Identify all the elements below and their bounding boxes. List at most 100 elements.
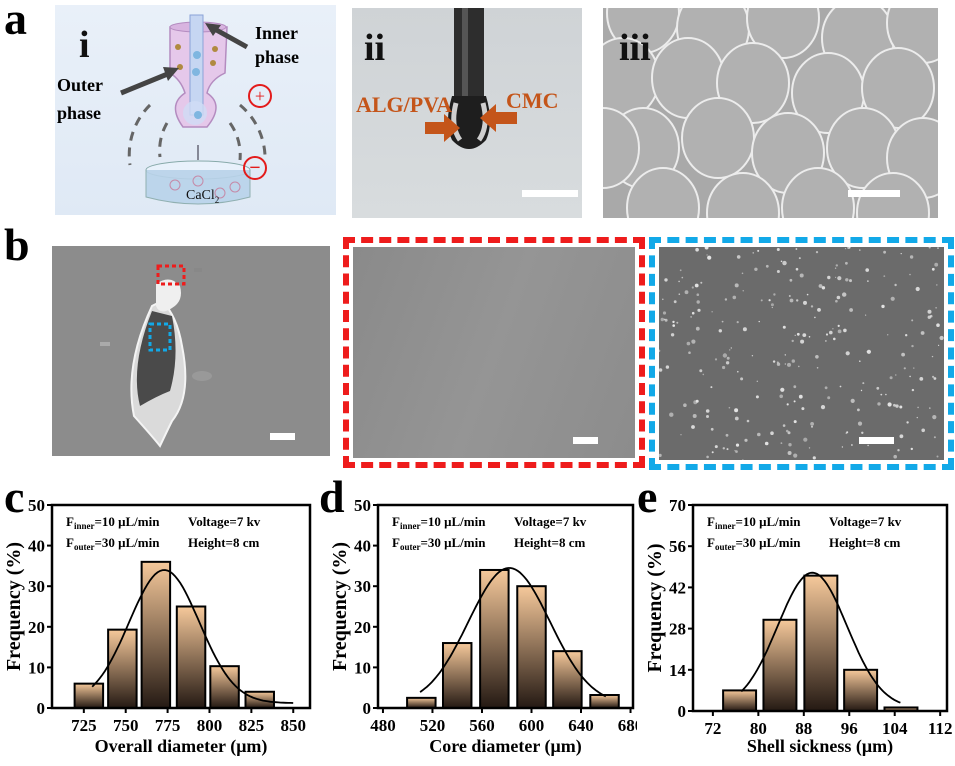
nanoparticle <box>702 373 705 376</box>
schematic-drawing: + − CaCl2 <box>120 14 272 205</box>
y-tick-label: 70 <box>669 496 686 515</box>
nanoparticle <box>909 375 911 378</box>
y-tick-label: 0 <box>678 702 687 721</box>
y-tick-label: 0 <box>37 699 46 718</box>
nanoparticle <box>814 316 816 319</box>
nanoparticle <box>794 334 796 336</box>
histogram-bar <box>73 682 105 709</box>
nanoparticle <box>700 281 703 284</box>
nanoparticle <box>883 250 886 254</box>
histogram-bar <box>406 696 437 710</box>
field-line-right-inner <box>228 122 242 161</box>
nanoparticle <box>780 260 783 263</box>
nanoparticle <box>768 299 771 302</box>
nanoparticle <box>795 248 798 250</box>
sem-capsule-drawing <box>100 264 212 448</box>
x-tick-label: 825 <box>239 716 265 735</box>
x-tick-label: 88 <box>795 719 812 738</box>
nanoparticle <box>859 360 861 362</box>
nanoparticle <box>787 362 791 367</box>
alg-pva-arrow <box>425 114 460 142</box>
nanoparticle <box>680 434 682 436</box>
nanoparticle <box>798 365 800 368</box>
y-tick-label: 30 <box>28 577 45 596</box>
histogram-bar <box>107 628 138 709</box>
histogram-bar <box>762 618 798 712</box>
nanoparticle <box>845 261 848 265</box>
nanoparticle <box>665 365 670 369</box>
nanoparticle <box>820 405 826 410</box>
nanoparticle <box>793 385 797 389</box>
histogram-bar <box>479 568 510 709</box>
y-tick-label: 40 <box>354 537 371 556</box>
nanoparticle <box>681 276 684 279</box>
nanoparticle <box>939 335 944 341</box>
nanoparticle <box>933 436 936 439</box>
nanoparticle <box>706 254 708 256</box>
nanoparticle <box>905 334 908 337</box>
height-annotation: Height=8 cm <box>514 535 585 550</box>
y-tick-label: 40 <box>28 537 45 556</box>
nanoparticle <box>835 299 838 303</box>
nanoparticle <box>721 320 724 323</box>
nanoparticle <box>730 347 732 349</box>
subpanel-label-iii: iii <box>619 27 651 69</box>
y-tick-label: 42 <box>669 578 686 597</box>
nanoparticle <box>772 360 776 363</box>
nanoparticle <box>899 434 904 439</box>
nanoparticle <box>780 442 783 444</box>
nanoparticle <box>827 275 831 280</box>
nanoparticle <box>664 278 668 282</box>
nanoparticle <box>842 292 847 297</box>
nanoparticle <box>895 374 897 376</box>
nanoparticle <box>916 416 918 419</box>
nanoparticle <box>857 421 863 426</box>
field-line-left <box>127 103 152 166</box>
nanoparticle <box>824 386 828 390</box>
nanoparticle <box>791 359 795 363</box>
x-tick-label: 480 <box>370 716 396 735</box>
x-tick-label: 725 <box>71 716 97 735</box>
histogram-bar <box>589 694 620 709</box>
nanoparticle <box>725 361 730 365</box>
nanoparticle <box>849 308 853 312</box>
nanoparticle <box>927 309 932 314</box>
nanoparticle <box>825 333 829 336</box>
nanoparticle <box>816 367 819 369</box>
cacl2-label: CaCl2 <box>186 188 219 205</box>
nanoparticle <box>737 370 739 373</box>
y-tick-label: 10 <box>28 658 45 677</box>
nanoparticle <box>755 395 759 399</box>
nanoparticle <box>887 402 892 407</box>
nanoparticle <box>760 299 763 302</box>
nanoparticle <box>936 284 938 286</box>
nanoparticle <box>780 387 785 392</box>
nanoparticle <box>811 425 813 428</box>
nanoparticle <box>802 333 807 337</box>
nanoparticle <box>818 284 823 288</box>
plot-frame <box>376 503 635 710</box>
nanoparticle <box>706 415 709 418</box>
nanoparticle <box>866 349 871 354</box>
histogram-bar <box>722 689 758 712</box>
nanoparticle <box>694 283 699 288</box>
nanoparticle <box>832 328 834 330</box>
nanoparticle <box>722 447 725 450</box>
nanoparticle <box>835 276 837 278</box>
nanoparticle <box>692 414 697 418</box>
nanoparticle <box>669 412 674 417</box>
nanoparticle <box>782 260 787 266</box>
field-line-right <box>239 103 267 156</box>
nanoparticle <box>825 340 827 342</box>
nanoparticle <box>928 247 931 249</box>
histogram-bar <box>552 650 583 710</box>
nanoparticle <box>901 352 905 357</box>
nanoparticle <box>845 432 848 435</box>
nanoparticle <box>885 393 887 396</box>
nanoparticle <box>785 429 789 433</box>
y-tick-label: 28 <box>669 620 686 639</box>
nanoparticle <box>911 344 914 348</box>
nanoparticle <box>834 267 837 269</box>
x-tick-label: 112 <box>928 719 953 738</box>
nanoparticle <box>799 273 804 278</box>
